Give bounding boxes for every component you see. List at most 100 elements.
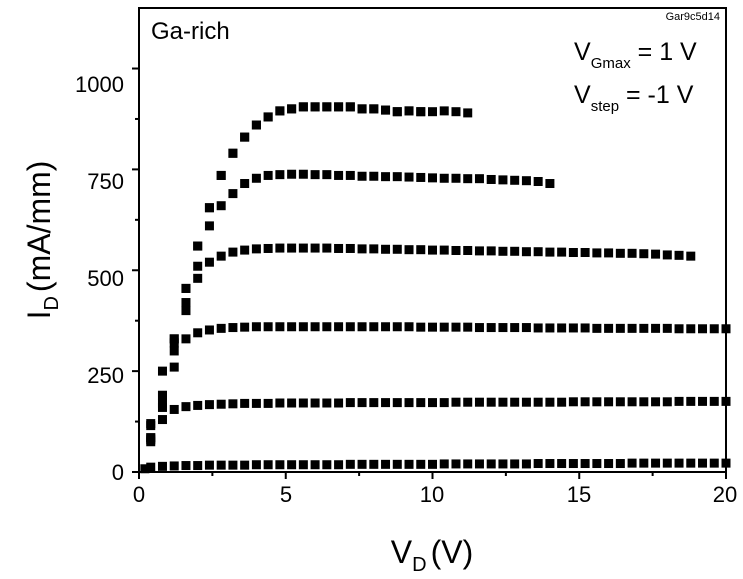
data-point-series-5: [263, 322, 273, 332]
data-point-series-5: [298, 322, 308, 332]
data-point-series-7: [392, 459, 402, 469]
data-point-series-5: [416, 322, 426, 332]
data-point-series-6: [381, 398, 391, 408]
data-point-series-4: [521, 247, 531, 257]
data-point-series-5: [545, 323, 555, 333]
data-point-series-3: [298, 169, 308, 179]
data-point-series-6: [510, 397, 520, 407]
data-point-series-2: [298, 102, 308, 112]
data-point-series-5: [486, 323, 496, 333]
data-point-series-2: [357, 104, 367, 114]
data-point-series-5: [557, 323, 567, 333]
data-point-series-2: [322, 102, 332, 112]
data-point-series-6: [322, 398, 332, 408]
data-point-series-5: [580, 323, 590, 333]
data-point-series-6: [604, 397, 614, 407]
data-point-series-5: [240, 322, 250, 332]
data-point-series-6: [228, 399, 238, 409]
data-point-series-5: [510, 323, 520, 333]
y-tick-label: 1000: [75, 72, 124, 97]
data-point-series-5: [474, 323, 484, 333]
data-point-series-6: [533, 397, 543, 407]
data-point-series-7: [275, 460, 285, 470]
x-tick-label: 10: [420, 482, 444, 507]
data-point-series-7: [627, 458, 637, 468]
data-point-series-2: [251, 120, 261, 130]
data-point-series-7: [169, 461, 179, 471]
data-point-series-4: [240, 245, 250, 255]
data-point-series-5: [228, 323, 238, 333]
data-point-series-7: [662, 458, 672, 468]
data-point-series-2: [228, 148, 238, 158]
data-point-series-7: [181, 461, 191, 471]
data-point-series-6: [310, 398, 320, 408]
x-tick-label: 15: [567, 482, 591, 507]
data-point-series-7: [615, 459, 625, 469]
data-point-series-2: [404, 106, 414, 116]
data-point-series-6: [204, 400, 214, 410]
data-point-series-7: [474, 459, 484, 469]
data-point-series-6: [557, 397, 567, 407]
data-point-series-5: [662, 323, 672, 333]
data-point-series-3: [240, 179, 250, 189]
data-point-series-4: [568, 248, 578, 258]
data-point-series-7: [193, 461, 203, 471]
data-point-series-5: [251, 322, 261, 332]
data-point-series-7: [204, 460, 214, 470]
data-point-series-5: [651, 323, 661, 333]
data-point-series-7: [228, 460, 238, 470]
y-tick-label: 750: [87, 169, 124, 194]
data-point-series-7: [298, 460, 308, 470]
data-point-series-5: [369, 322, 379, 332]
data-point-series-6: [486, 397, 496, 407]
data-point-series-3: [275, 170, 285, 180]
data-point-series-5: [287, 322, 297, 332]
data-point-series-2: [310, 102, 320, 112]
data-point-series-7: [322, 460, 332, 470]
data-point-series-7: [357, 459, 367, 469]
data-point-series-2: [204, 203, 214, 213]
data-point-series-5: [533, 323, 543, 333]
data-point-series-5: [674, 324, 684, 334]
data-point-series-3: [216, 201, 226, 211]
data-point-series-6: [275, 398, 285, 408]
data-point-series-5: [334, 322, 344, 332]
data-point-series-7: [451, 459, 461, 469]
data-point-series-4: [204, 257, 214, 267]
data-point-series-4: [416, 245, 426, 255]
data-point-series-3: [181, 298, 191, 308]
data-point-series-7: [463, 459, 473, 469]
data-point-series-6: [592, 397, 602, 407]
data-point-series-4: [298, 243, 308, 253]
data-point-series-5: [310, 322, 320, 332]
data-point-series-6: [334, 398, 344, 408]
data-point-series-4: [334, 243, 344, 253]
data-point-series-7: [345, 459, 355, 469]
data-point-series-6: [674, 396, 684, 406]
data-point-series-4: [615, 248, 625, 258]
y-axis-label: ID(mA/mm): [21, 161, 63, 320]
data-point-series-4: [662, 250, 672, 260]
data-point-series-4: [686, 251, 696, 261]
data-point-series-5: [216, 323, 226, 333]
data-point-series-2: [428, 107, 437, 117]
data-point-series-3: [474, 174, 484, 184]
data-point-series-3: [533, 176, 543, 186]
data-point-series-3: [510, 175, 520, 185]
data-point-series-6: [298, 398, 308, 408]
data-point-series-6: [545, 397, 555, 407]
data-point-series-4: [533, 247, 543, 257]
data-point-series-5: [381, 322, 391, 332]
data-point-series-3: [428, 173, 437, 183]
data-point-series-4: [545, 247, 555, 257]
data-point-series-7: [545, 459, 555, 469]
data-point-series-7: [369, 459, 379, 469]
data-point-series-6: [463, 397, 473, 407]
data-point-series-7: [639, 458, 649, 468]
data-point-series-3: [498, 175, 508, 185]
data-point-series-3: [463, 174, 473, 184]
data-point-series-4: [357, 244, 367, 254]
data-point-series-3: [287, 169, 297, 179]
data-point-series-2: [263, 112, 273, 122]
data-point-series-2: [463, 108, 473, 118]
